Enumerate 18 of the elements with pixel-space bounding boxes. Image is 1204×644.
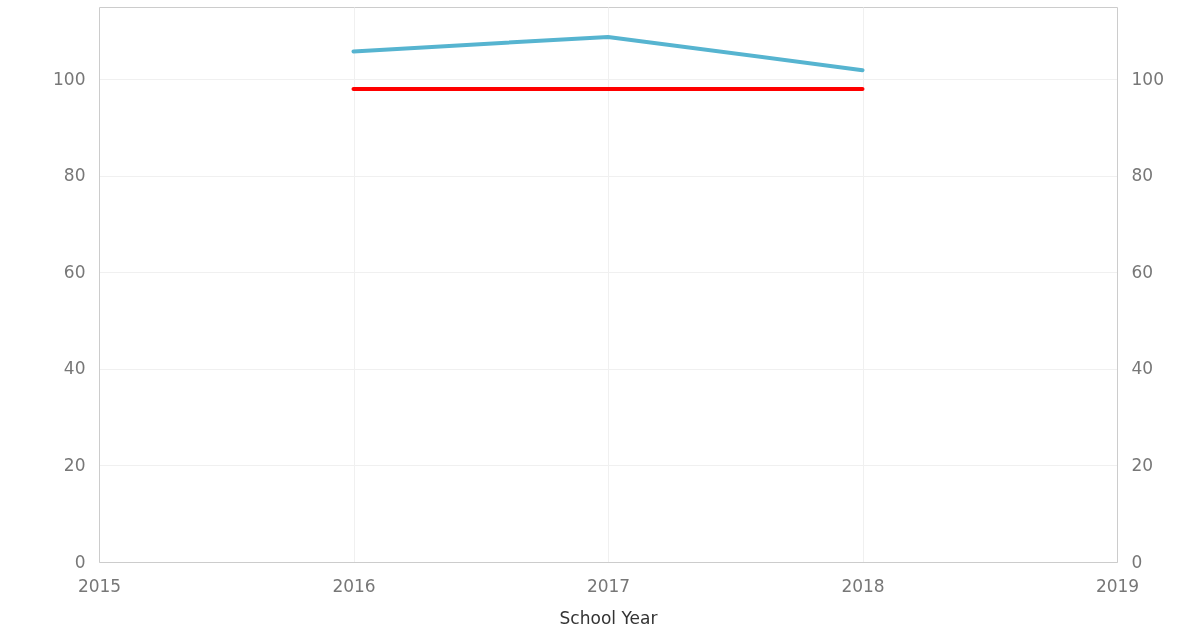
y-tick-label: 100 (53, 68, 86, 89)
x-axis-title: School Year (559, 607, 658, 628)
y-tick-label: 60 (63, 261, 86, 282)
y-tick-label: 40 (63, 358, 86, 379)
x-tick-label: 2019 (1095, 575, 1140, 596)
x-tick-label: 2017 (586, 575, 631, 596)
x-tick-label: 2016 (332, 575, 376, 596)
y2-tick-label: 40 (1131, 358, 1154, 379)
y-tick-label: 20 (63, 454, 86, 475)
y-tick-label: 0 (74, 551, 86, 572)
x-tick-label: 2015 (77, 575, 122, 596)
x-tick-label: 2018 (841, 575, 885, 596)
y2-tick-label: 20 (1131, 454, 1154, 475)
y2-tick-label: 0 (1131, 551, 1143, 572)
y2-tick-label: 80 (1131, 165, 1154, 186)
y2-tick-label: 100 (1131, 68, 1164, 89)
y-tick-label: 80 (63, 165, 86, 186)
y2-tick-label: 60 (1131, 261, 1154, 282)
